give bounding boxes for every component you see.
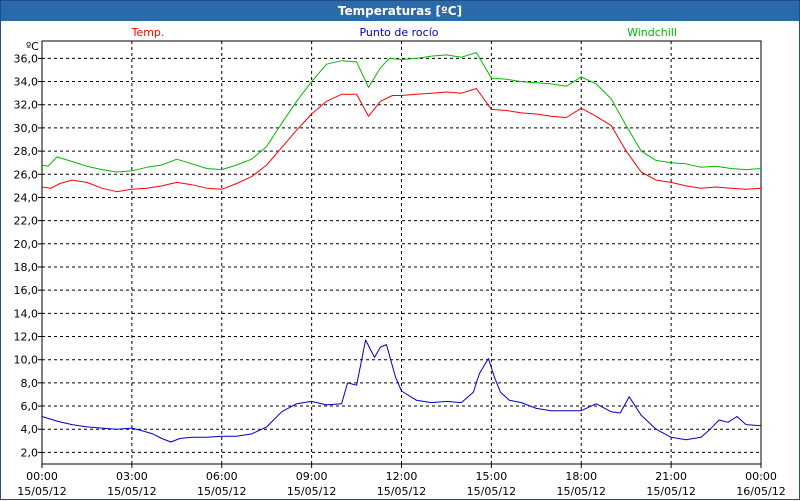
y-tick-label: 30,0 xyxy=(14,122,39,135)
x-axis-ticks: 00:00 15/05/12 03:00 15/05/12 06:00 15/05/12 0… xyxy=(17,464,786,498)
y-tick-label: 20,0 xyxy=(14,238,39,251)
y-tick-label: 16,0 xyxy=(14,284,39,297)
y-axis-ticks: 2,0 4,0 6,0 8,0 10,0 12,0 14,0 16,0 18,0 20,0 22,0… xyxy=(14,52,42,459)
y-tick-label: 10,0 xyxy=(14,354,39,367)
y-tick-label: 12,0 xyxy=(14,331,39,344)
x-tick-date: 16/05/12 xyxy=(736,485,785,498)
y-tick-label: 34,0 xyxy=(14,76,39,89)
series-line-2 xyxy=(41,52,762,173)
y-tick-label: 8,0 xyxy=(21,377,39,390)
y-tick-label: 2,0 xyxy=(21,446,39,459)
x-tick-time: 15:00 xyxy=(476,470,508,483)
x-tick-date: 15/05/12 xyxy=(646,485,695,498)
y-tick-label: 32,0 xyxy=(14,99,39,112)
x-tick-date: 15/05/12 xyxy=(467,485,516,498)
y-tick-label: 26,0 xyxy=(14,168,39,181)
x-tick-time: 03:00 xyxy=(116,470,148,483)
x-tick-time: 12:00 xyxy=(386,470,418,483)
y-tick-label: 18,0 xyxy=(14,261,39,274)
x-tick-time: 06:00 xyxy=(206,470,238,483)
legend-item-1: Punto de rocío xyxy=(359,26,438,39)
x-tick-date: 15/05/12 xyxy=(557,485,606,498)
x-tick-date: 15/05/12 xyxy=(107,485,156,498)
series-lines xyxy=(41,52,762,443)
y-tick-label: 28,0 xyxy=(14,145,39,158)
x-tick-time: 18:00 xyxy=(565,470,597,483)
chart-title: Temperaturas [ºC] xyxy=(1,1,799,21)
y-tick-label: 24,0 xyxy=(14,191,39,204)
x-tick-time: 00:00 xyxy=(26,470,58,483)
x-tick-time: 00:00 xyxy=(745,470,777,483)
x-tick-date: 15/05/12 xyxy=(377,485,426,498)
y-tick-label: 36,0 xyxy=(14,52,39,65)
x-tick-date: 15/05/12 xyxy=(287,485,336,498)
y-tick-label: 22,0 xyxy=(14,215,39,228)
legend: Temp. Punto de rocío Windchill xyxy=(131,26,677,39)
series-line-0 xyxy=(41,88,762,193)
y-axis-label: ºC xyxy=(26,40,39,53)
series-line-1 xyxy=(41,339,762,443)
legend-item-0: Temp. xyxy=(131,26,165,39)
legend-item-2: Windchill xyxy=(627,26,677,39)
x-tick-time: 09:00 xyxy=(296,470,328,483)
x-tick-date: 15/05/12 xyxy=(197,485,246,498)
y-tick-label: 4,0 xyxy=(21,423,39,436)
x-tick-time: 21:00 xyxy=(655,470,687,483)
grid xyxy=(42,41,761,464)
x-tick-date: 15/05/12 xyxy=(17,485,66,498)
y-tick-label: 14,0 xyxy=(14,307,39,320)
y-tick-label: 6,0 xyxy=(21,400,39,413)
